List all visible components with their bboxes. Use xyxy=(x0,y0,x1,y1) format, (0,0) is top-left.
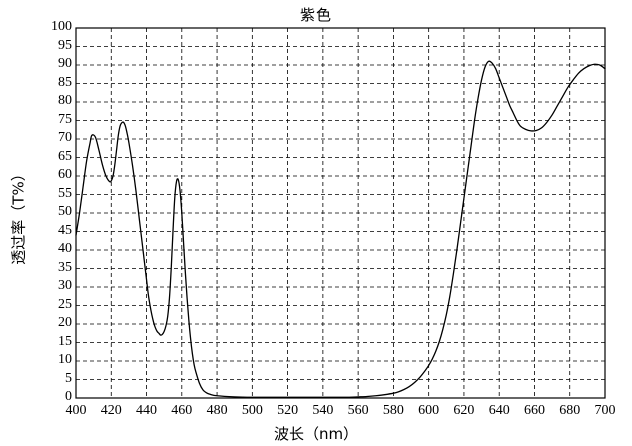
y-tick-label: 60 xyxy=(58,167,72,182)
y-tick-label: 50 xyxy=(58,204,72,219)
y-tick-label: 20 xyxy=(58,315,72,330)
x-tick-label: 440 xyxy=(136,403,158,418)
y-tick-label: 55 xyxy=(58,185,72,201)
y-tick-label: 45 xyxy=(58,222,72,238)
y-axis-tick-labels: 100 95 90 85 80 75 70 65 60 55 50 45 40 35 30 25 20 15 10 5… xyxy=(30,0,72,446)
x-tick-label: 680 xyxy=(559,403,581,418)
y-tick-label: 75 xyxy=(58,111,72,127)
x-tick-label: 620 xyxy=(453,403,475,418)
data-series-line xyxy=(75,60,606,398)
y-tick-label: 30 xyxy=(58,278,72,293)
x-tick-label: 660 xyxy=(523,403,545,418)
x-tick-label: 500 xyxy=(241,403,263,418)
y-tick-label: 15 xyxy=(58,333,72,349)
y-tick-label: 90 xyxy=(58,56,72,71)
y-tick-label: 70 xyxy=(58,130,72,145)
y-tick-label: 10 xyxy=(58,352,72,367)
chart-title: 紫色 xyxy=(299,6,332,24)
x-axis-label: 波长（nm） xyxy=(273,425,359,443)
x-tick-label: 460 xyxy=(171,403,193,418)
y-tick-label: 80 xyxy=(58,93,72,108)
x-tick-label: 580 xyxy=(382,403,404,418)
grid-lines xyxy=(76,28,605,398)
y-tick-label: 35 xyxy=(58,259,72,275)
x-tick-label: 520 xyxy=(277,403,299,418)
x-tick-label: 560 xyxy=(347,403,369,418)
x-tick-label: 540 xyxy=(312,403,334,418)
plot-frame xyxy=(75,27,606,399)
x-axis-tick-labels: 400 420 440 460 480 500 520 540 560 580 600 620 640 6… xyxy=(0,403,632,423)
y-tick-label: 85 xyxy=(58,74,72,90)
x-tick-label: 480 xyxy=(206,403,228,418)
y-tick-label: 100 xyxy=(51,19,72,34)
y-tick-label: 25 xyxy=(58,296,72,312)
y-tick-label: 5 xyxy=(65,370,72,386)
y-tick-label: 0 xyxy=(65,389,72,404)
y-tick-label: 95 xyxy=(58,37,72,53)
x-tick-label: 400 xyxy=(65,403,87,418)
y-tick-label: 40 xyxy=(58,241,72,256)
y-tick-label: 65 xyxy=(58,148,72,164)
x-tick-label: 700 xyxy=(594,403,616,418)
x-tick-label: 600 xyxy=(418,403,440,418)
x-tick-label: 420 xyxy=(100,403,122,418)
x-tick-label: 640 xyxy=(488,403,510,418)
